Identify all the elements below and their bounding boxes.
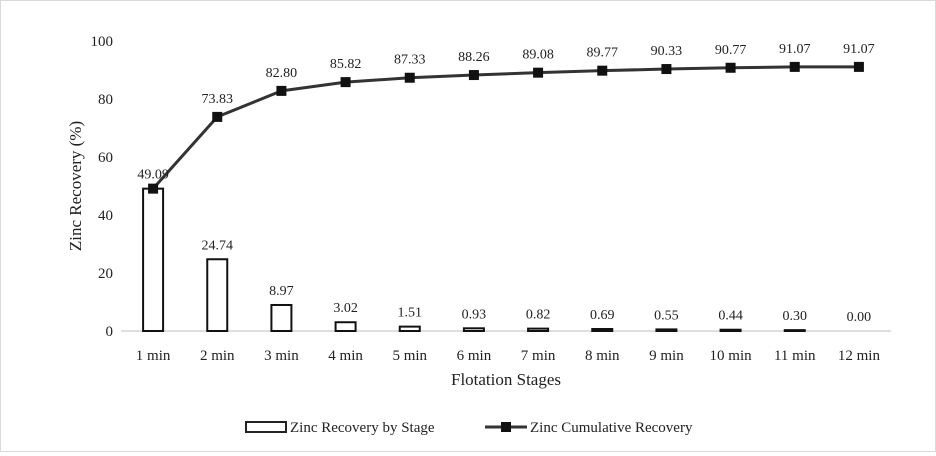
line-point [212, 111, 223, 122]
line-series [148, 61, 864, 194]
cumulative-line [151, 65, 859, 190]
line-point [725, 62, 736, 73]
legend-bar-swatch [245, 421, 287, 433]
bar [527, 327, 550, 333]
x-tick-label: 2 min [200, 348, 235, 364]
x-tick-label: 5 min [392, 348, 427, 364]
x-tick-label: 3 min [264, 348, 299, 364]
bar-data-label: 0.30 [783, 309, 808, 324]
bar [719, 328, 742, 332]
y-tick-label: 100 [91, 34, 114, 50]
bar-data-label: 0.69 [590, 308, 615, 323]
line-point [597, 65, 608, 76]
bar [398, 325, 421, 333]
y-tick-label: 0 [106, 324, 114, 340]
bar-data-label: 3.02 [333, 301, 358, 316]
legend-line-label: Zinc Cumulative Recovery [530, 420, 693, 436]
x-tick-label: 4 min [328, 348, 363, 364]
bar [591, 327, 614, 332]
bar-data-label: 8.97 [269, 284, 294, 299]
line-data-label: 85.82 [330, 57, 362, 72]
line-point [661, 64, 672, 75]
x-tick-label: 9 min [649, 348, 684, 364]
line-point [276, 85, 287, 96]
bar-data-label: 24.74 [202, 238, 234, 253]
bar-data-label: 0.55 [654, 308, 679, 323]
bar [783, 329, 806, 333]
line-data-label: 90.77 [715, 43, 747, 58]
bar-data-label: 1.51 [398, 306, 423, 321]
bar-series [142, 187, 806, 333]
line-data-label: 91.07 [843, 42, 875, 57]
x-tick-label: 6 min [457, 348, 492, 364]
x-tick-label: 1 min [136, 348, 171, 364]
line-point [148, 183, 159, 194]
x-tick-label: 11 min [774, 348, 816, 364]
bar-data-labels: 49.09 24.74 8.97 3.02 1.51 0.93 0.82 0.69 0.55 0.… [137, 168, 871, 325]
line-data-label: 89.08 [522, 48, 554, 63]
bar [270, 303, 293, 332]
bar-data-label: 49.09 [137, 168, 169, 183]
line-point [789, 61, 800, 72]
bar [206, 258, 229, 332]
line-point [468, 70, 479, 81]
x-tick-label: 8 min [585, 348, 620, 364]
bar [334, 321, 357, 333]
line-data-label: 89.77 [587, 46, 619, 61]
line-data-label: 87.33 [394, 53, 426, 68]
bar [655, 328, 678, 332]
x-tick-label: 10 min [710, 348, 753, 364]
line-point [533, 67, 544, 78]
line-data-label: 82.80 [266, 66, 298, 81]
line-point [340, 77, 351, 88]
y-tick-label: 60 [98, 150, 113, 166]
y-tick-label: 40 [98, 208, 113, 224]
y-tick-label: 80 [98, 92, 113, 108]
y-tick-label: 20 [98, 266, 113, 282]
bar-data-label: 0.93 [462, 307, 487, 322]
x-tick-label: 12 min [838, 348, 881, 364]
legend-bar-label: Zinc Recovery by Stage [290, 420, 435, 436]
line-data-label: 73.83 [202, 92, 234, 107]
x-axis-ticks: 1 min 2 min 3 min 4 min 5 min 6 min 7 min 8 min… [136, 348, 881, 364]
bar-data-label: 0.82 [526, 308, 551, 323]
bar [142, 187, 165, 332]
bar-data-label: 0.44 [718, 309, 743, 324]
line-point [853, 61, 864, 72]
y-axis-ticks: 0 20 40 60 80 100 [91, 34, 114, 340]
bar [462, 327, 485, 333]
bar-data-label: 0.00 [847, 310, 872, 325]
x-axis-title: Flotation Stages [451, 370, 561, 389]
line-data-label: 88.26 [458, 50, 490, 65]
line-data-label: 90.33 [651, 44, 683, 59]
y-axis-title: Zinc Recovery (%) [66, 121, 85, 251]
legend-line-marker [501, 422, 511, 432]
line-data-label: 91.07 [779, 42, 811, 57]
x-tick-label: 7 min [521, 348, 556, 364]
legend: Zinc Recovery by Stage Zinc Cumulative R… [245, 420, 693, 436]
line-point [404, 72, 415, 83]
line-data-labels: 73.83 82.80 85.82 87.33 88.26 89.08 89.77 90.33… [202, 42, 875, 107]
